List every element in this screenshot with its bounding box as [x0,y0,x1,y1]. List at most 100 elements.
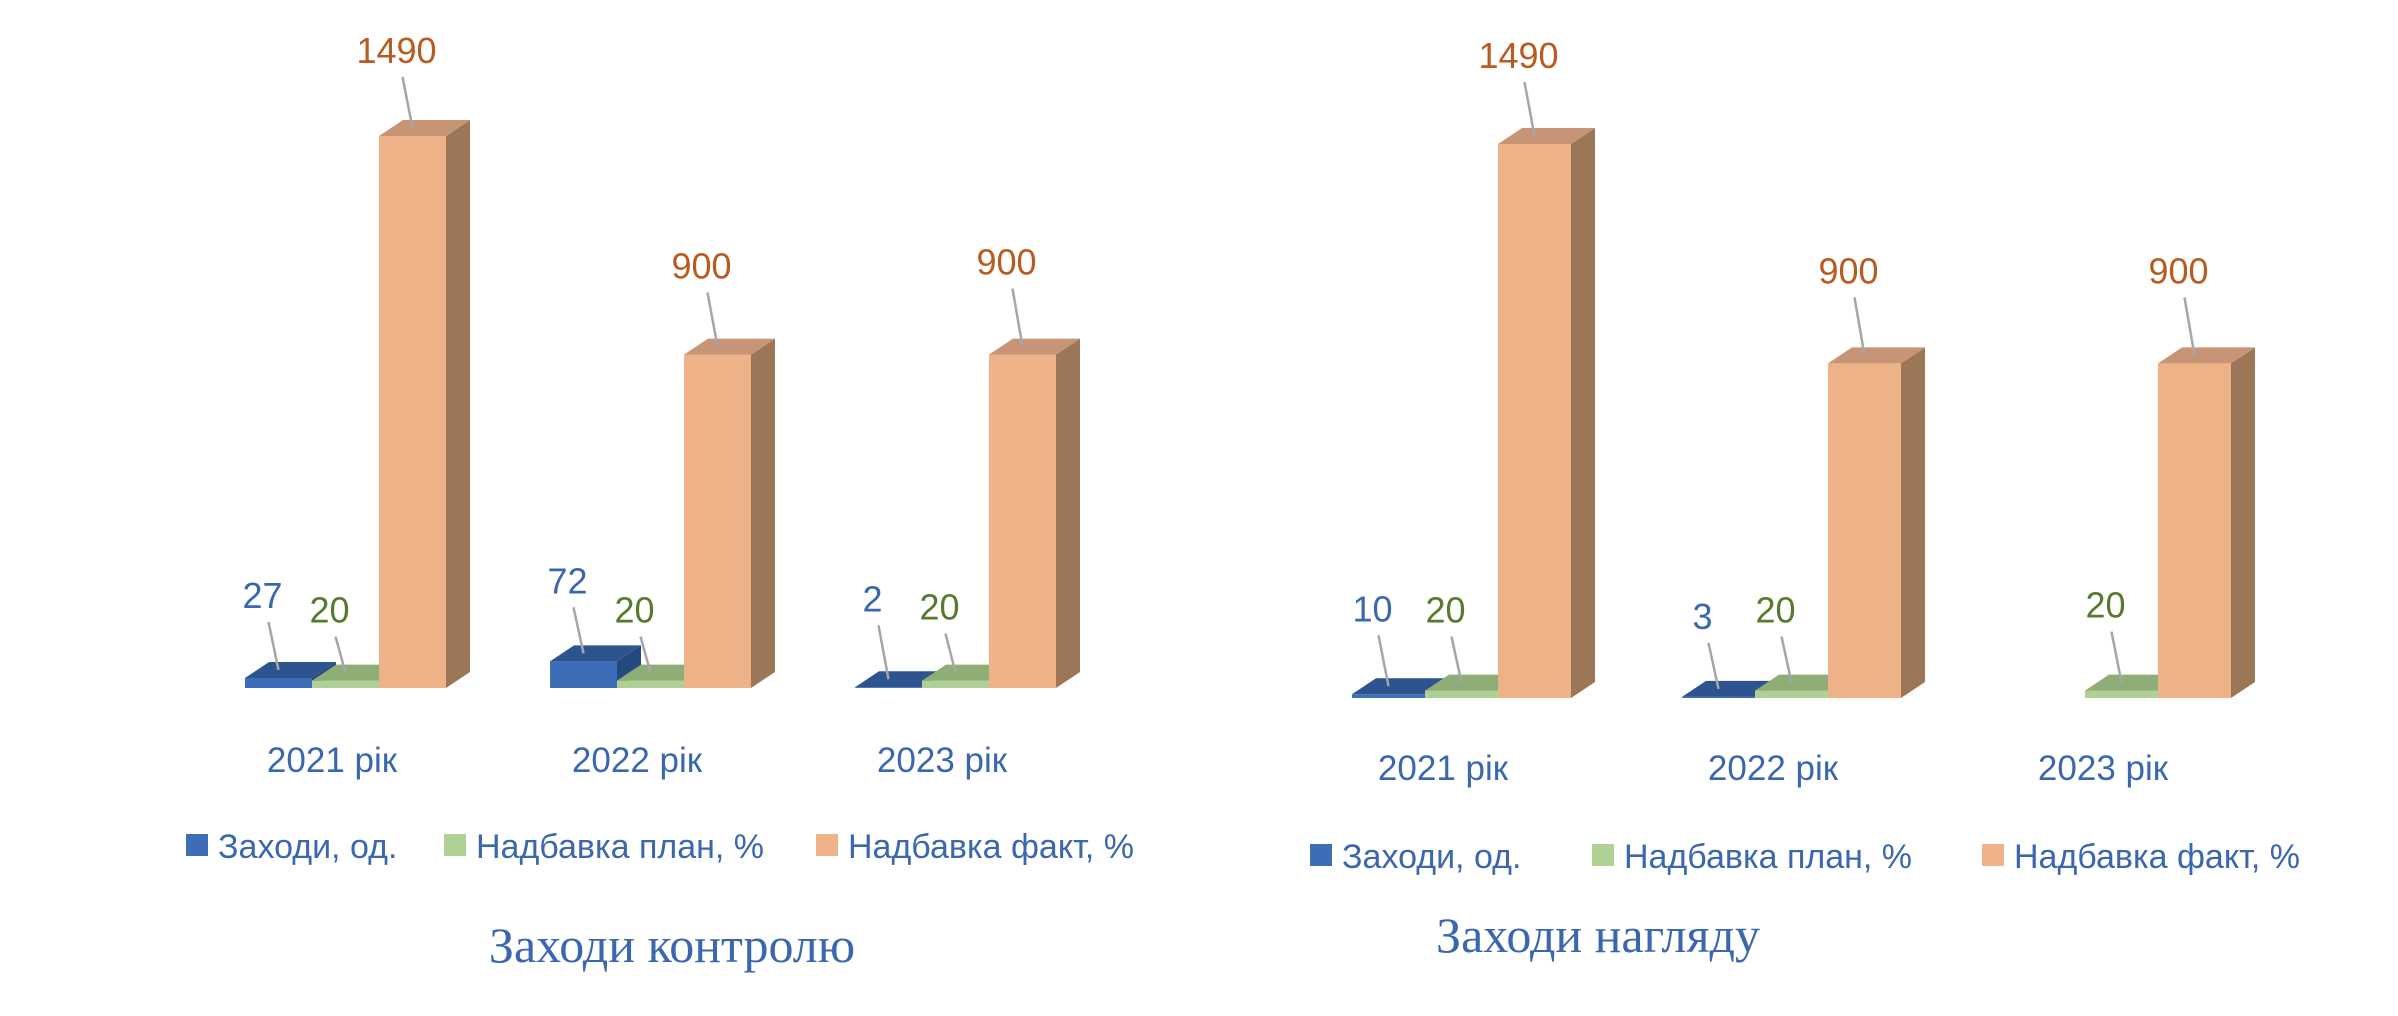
bar-top [1425,674,1522,691]
leader-line [1780,636,1793,683]
leader-line [944,633,957,673]
leader-line [572,607,585,654]
bar-front [1682,696,1755,698]
bar-top [1755,674,1852,691]
data-label: 900 [671,246,731,287]
leader-line [1523,81,1536,137]
bar-front [989,354,1056,688]
bar-top [2085,674,2182,691]
legend-swatch [816,834,838,856]
data-label: 20 [1425,590,1465,631]
bar-3-1 [1498,128,1595,698]
bar-front [2085,690,2158,698]
legend-item: Надбавка план, % [1592,838,1912,876]
legend-label: Надбавка факт, % [848,828,1134,866]
bar-3-2 [1828,347,1925,698]
bar-top [684,338,775,355]
legend-label: Надбавка план, % [476,828,764,866]
leader-line [877,625,890,680]
bar-front [1352,694,1425,698]
bar-top [1828,347,1925,364]
category-label: 2023 рік [2038,749,2169,788]
bar-front [1498,144,1571,698]
leader-line [639,636,652,673]
bar-3-2 [684,338,775,688]
bar-side [2231,347,2255,698]
data-label: 3 [1692,596,1712,637]
data-label: 1490 [356,30,436,71]
legend-item: Надбавка план, % [444,828,764,866]
data-label: 2 [862,578,882,619]
data-label: 900 [2148,250,2208,291]
data-label: 20 [1755,590,1795,631]
data-label: 1490 [1478,35,1558,76]
leader-line [1707,642,1720,690]
bar-front [379,136,446,688]
data-label: 20 [919,587,959,628]
leader-line [1377,635,1390,687]
bar-front [855,687,922,688]
leader-line [1011,288,1024,347]
legend-label: Заходи, од. [218,828,397,866]
data-label: 900 [1818,250,1878,291]
legend-item: Заходи, од. [1310,838,1521,876]
leader-line [2110,631,2123,683]
legend-label: Надбавка факт, % [2014,838,2300,876]
bar-side [1056,338,1080,688]
bar-front [245,677,312,688]
leader-line [706,292,719,347]
legend-swatch [1310,844,1332,866]
bar-side [1901,347,1925,698]
data-label: 72 [547,560,587,601]
leader-line [401,76,414,129]
chart-zakhody-nahliadu: 10 20 1490 3 20 900 20 900 2021 рік 2022 рік 2023 … [1310,35,2300,963]
bar-top [989,338,1080,355]
category-label: 2022 рік [1708,749,1839,788]
data-label: 900 [976,242,1036,283]
leader-line [2183,297,2196,356]
legend-swatch [186,834,208,856]
chart-zakhody-kontroliu: 27 20 1490 72 20 900 2 20 900 2021 рік 2022 рік 202… [186,30,1134,973]
data-label: 27 [242,575,282,616]
legend-swatch [444,834,466,856]
chart-title: Заходи нагляду [1436,907,1760,963]
category-label: 2023 рік [877,741,1008,780]
bar-3-3 [2158,347,2255,698]
bar-3-3 [989,338,1080,688]
bar-top [1352,678,1449,695]
leader-line [267,621,280,671]
data-label: 10 [1352,588,1392,629]
legend-label: Заходи, од. [1342,838,1521,876]
category-label: 2022 рік [572,741,703,780]
bar-front [312,680,379,688]
bar-top [2158,347,2255,364]
bar-front [1425,690,1498,698]
bar-front [550,661,617,688]
data-label: 20 [2085,585,2125,626]
chart-title: Заходи контролю [489,917,855,973]
bar-front [922,680,989,688]
legend-item: Надбавка факт, % [816,828,1134,866]
legend-item: Надбавка факт, % [1982,838,2300,876]
bar-top [1498,128,1595,144]
bar-side [751,338,775,688]
bar-side [446,120,470,688]
bar-front [1828,363,1901,698]
leader-line [334,636,347,673]
legend-swatch [1982,844,2004,866]
bar-top [1682,680,1779,697]
data-label: 20 [614,590,654,631]
category-label: 2021 рік [1378,749,1509,788]
leader-line [1853,297,1866,356]
data-label: 20 [309,590,349,631]
bar-top [245,661,336,678]
bar-front [684,354,751,688]
bar-front [1755,690,1828,698]
legend-label: Надбавка план, % [1624,838,1912,876]
bar-3-1 [379,120,470,688]
bar-front [617,680,684,688]
bar-front [2158,363,2231,698]
category-label: 2021 рік [267,741,398,780]
legend-item: Заходи, од. [186,828,397,866]
